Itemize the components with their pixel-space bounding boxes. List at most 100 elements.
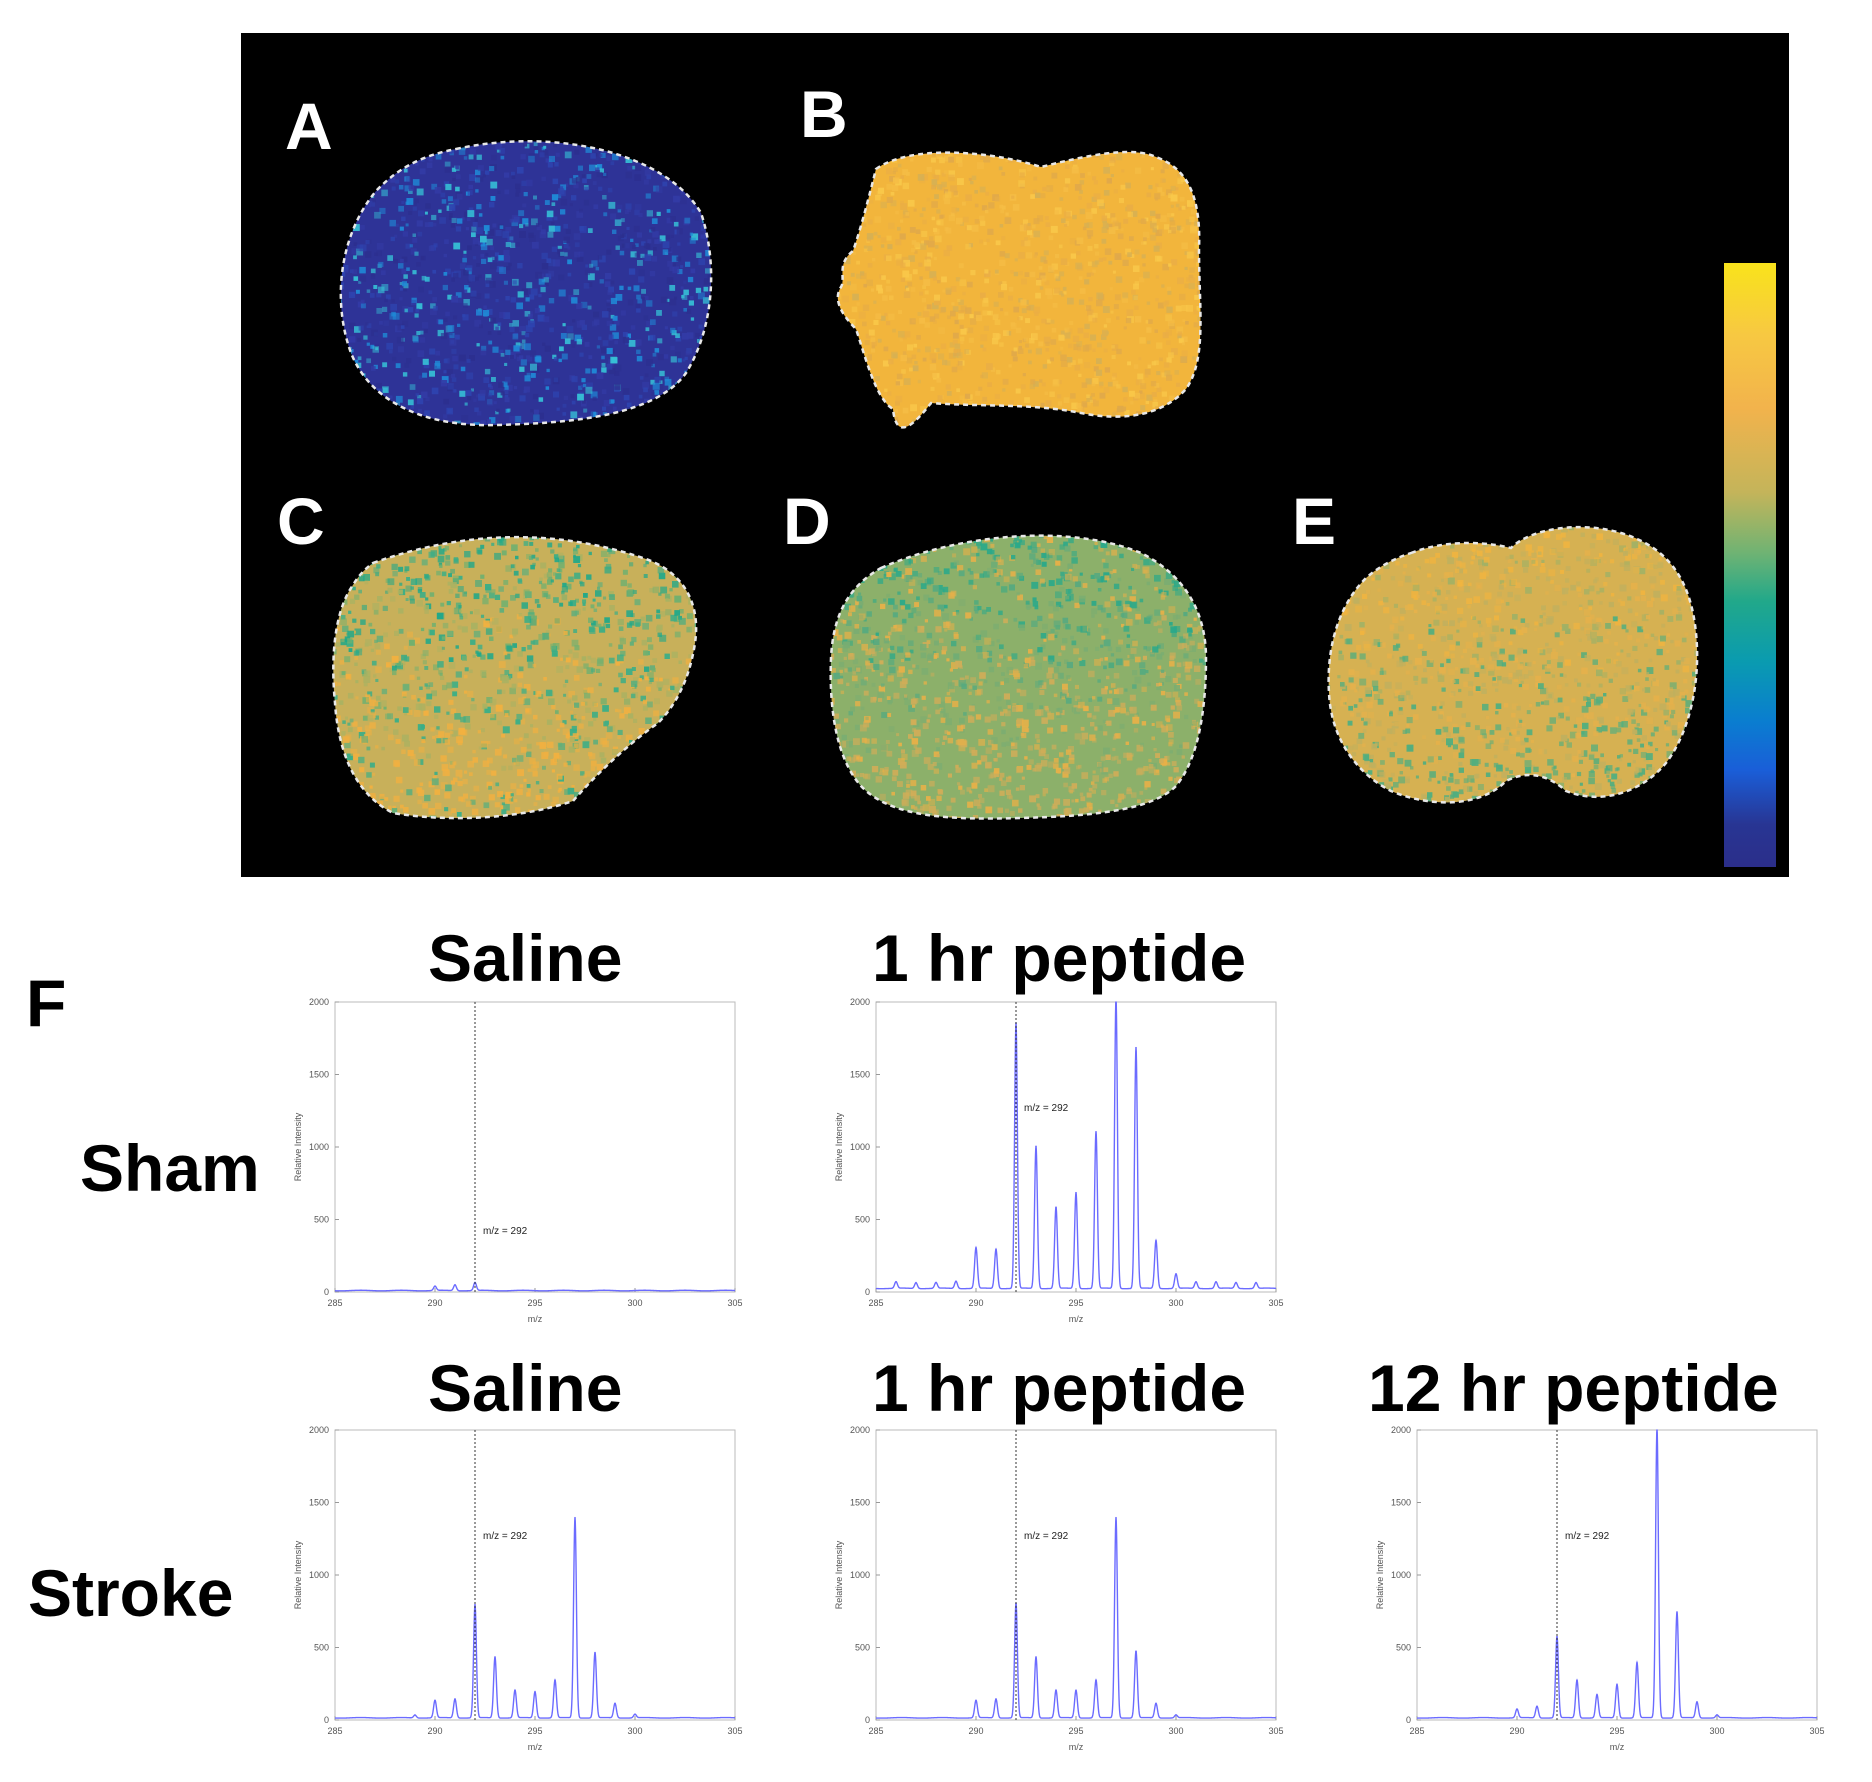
peak-point <box>1095 1130 1097 1133</box>
peak-point <box>634 1713 636 1715</box>
peak-point <box>995 1698 997 1700</box>
title-sham-1hr-peptide: 1 hr peptide <box>872 921 1247 995</box>
peak-point <box>1556 1635 1558 1638</box>
peak-point <box>1135 1650 1137 1652</box>
panel-label-c: C <box>277 484 325 558</box>
spectrum-svg: 285 290 295 300 305 0 500 1000 1500 2000 m/z Relati… <box>293 997 743 1324</box>
x-tick-label: 300 <box>1168 1298 1183 1308</box>
peak-point <box>534 1690 536 1693</box>
section-b-outline <box>836 150 1202 429</box>
peak-point <box>434 1699 436 1702</box>
x-tick-label: 295 <box>1609 1726 1624 1736</box>
spectrum-svg: 285 290 295 300 305 0 500 1000 1500 2000 m/z Relati… <box>1375 1425 1825 1752</box>
y-tick-label: 500 <box>855 1643 870 1653</box>
peak-point <box>1536 1705 1538 1708</box>
spectrum-stroke-12hr-peptide: 285 290 295 300 305 0 500 1000 1500 2000 m/z Relati… <box>1367 1425 1837 1768</box>
x-tick-label: 285 <box>327 1298 342 1308</box>
y-axis-label: Relative Intensity <box>834 1540 844 1609</box>
y-tick-label: 2000 <box>309 1425 329 1435</box>
y-tick-label: 500 <box>314 1215 329 1225</box>
x-tick-label: 290 <box>427 1726 442 1736</box>
plot-frame <box>875 1429 1277 1721</box>
x-tick-label: 285 <box>868 1298 883 1308</box>
peak-point <box>1055 1689 1057 1692</box>
x-tick-label: 300 <box>627 1726 642 1736</box>
row-label-sham: Sham <box>80 1131 260 1205</box>
x-tick-label: 290 <box>427 1298 442 1308</box>
plot-frame <box>334 1001 736 1293</box>
peak-point <box>1215 1281 1217 1283</box>
title-stroke-1hr-peptide: 1 hr peptide <box>872 1351 1247 1425</box>
peak-point <box>414 1714 416 1716</box>
peak-point <box>1255 1281 1257 1284</box>
y-tick-label: 500 <box>314 1643 329 1653</box>
brain-section-d <box>829 534 1208 820</box>
peak-point <box>1656 1429 1658 1431</box>
peak-point <box>975 1699 977 1702</box>
peak-point <box>1636 1661 1638 1664</box>
y-tick-label: 2000 <box>850 1425 870 1435</box>
title-stroke-saline: Saline <box>428 1351 623 1425</box>
peak-point <box>1135 1046 1137 1049</box>
x-axis-label: m/z <box>528 1314 543 1324</box>
y-tick-label: 1500 <box>309 1498 329 1508</box>
peak-point <box>1155 1239 1157 1242</box>
peak-point <box>1195 1281 1197 1283</box>
peak-point <box>1235 1281 1237 1284</box>
spectrum-sham-saline: 285 290 295 300 305 0 500 1000 1500 2000 m/z Relati… <box>285 997 755 1340</box>
y-tick-label: 2000 <box>309 997 329 1007</box>
peak-point <box>955 1280 957 1282</box>
x-tick-label: 285 <box>327 1726 342 1736</box>
peak-point <box>1115 1001 1117 1003</box>
x-tick-label: 290 <box>968 1726 983 1736</box>
peak-point <box>1115 1516 1117 1519</box>
x-tick-label: 295 <box>1068 1726 1083 1736</box>
x-tick-label: 300 <box>627 1298 642 1308</box>
peak-point <box>1175 1273 1177 1275</box>
spectrum-svg: 285 290 295 300 305 0 500 1000 1500 2000 m/z Relati… <box>834 997 1284 1324</box>
y-tick-label: 500 <box>855 1215 870 1225</box>
y-tick-label: 0 <box>1406 1715 1411 1725</box>
peak-point <box>574 1516 576 1519</box>
title-stroke-12hr-peptide: 12 hr peptide <box>1368 1351 1779 1425</box>
x-tick-label: 305 <box>1809 1726 1824 1736</box>
x-tick-label: 305 <box>1268 1298 1283 1308</box>
section-c-outline <box>332 535 698 820</box>
y-tick-label: 2000 <box>850 997 870 1007</box>
mz-annotation: m/z = 292 <box>1024 1531 1069 1542</box>
section-b-tissue <box>837 151 1201 428</box>
spectrum-line <box>334 1281 736 1292</box>
brain-section-e <box>1327 525 1699 804</box>
y-axis-label: Relative Intensity <box>293 1112 303 1181</box>
panel-label-b: B <box>800 77 848 151</box>
spectrum-stroke-1hr-peptide: 285 290 295 300 305 0 500 1000 1500 2000 m/z Relati… <box>826 1425 1296 1768</box>
y-tick-label: 1500 <box>1391 1498 1411 1508</box>
spectrum-svg: 285 290 295 300 305 0 500 1000 1500 2000 m/z Relati… <box>834 1425 1284 1752</box>
x-tick-label: 300 <box>1168 1726 1183 1736</box>
colorbar <box>1724 263 1776 867</box>
peak-point <box>1716 1714 1718 1716</box>
peak-point <box>1075 1191 1077 1194</box>
x-axis-label: m/z <box>1069 1314 1084 1324</box>
y-tick-label: 1000 <box>850 1142 870 1152</box>
peak-point <box>1095 1679 1097 1681</box>
peak-point <box>434 1285 436 1287</box>
y-tick-label: 0 <box>865 1287 870 1297</box>
y-tick-label: 1000 <box>1391 1570 1411 1580</box>
brain-section-c <box>332 535 698 820</box>
peak-point <box>935 1281 937 1284</box>
y-tick-label: 0 <box>324 1287 329 1297</box>
peak-point <box>594 1651 596 1654</box>
x-tick-label: 305 <box>727 1298 742 1308</box>
peak-point <box>895 1281 897 1283</box>
brain-section-b <box>836 150 1202 429</box>
y-tick-label: 1000 <box>309 1142 329 1152</box>
plot-frame <box>1416 1429 1818 1721</box>
x-tick-label: 305 <box>727 1726 742 1736</box>
spectrum-svg: 285 290 295 300 305 0 500 1000 1500 2000 m/z Relati… <box>293 1425 743 1752</box>
x-axis-label: m/z <box>1069 1742 1084 1752</box>
peak-point <box>1696 1701 1698 1703</box>
peak-point <box>1676 1611 1678 1613</box>
x-axis-label: m/z <box>528 1742 543 1752</box>
y-tick-label: 0 <box>324 1715 329 1725</box>
